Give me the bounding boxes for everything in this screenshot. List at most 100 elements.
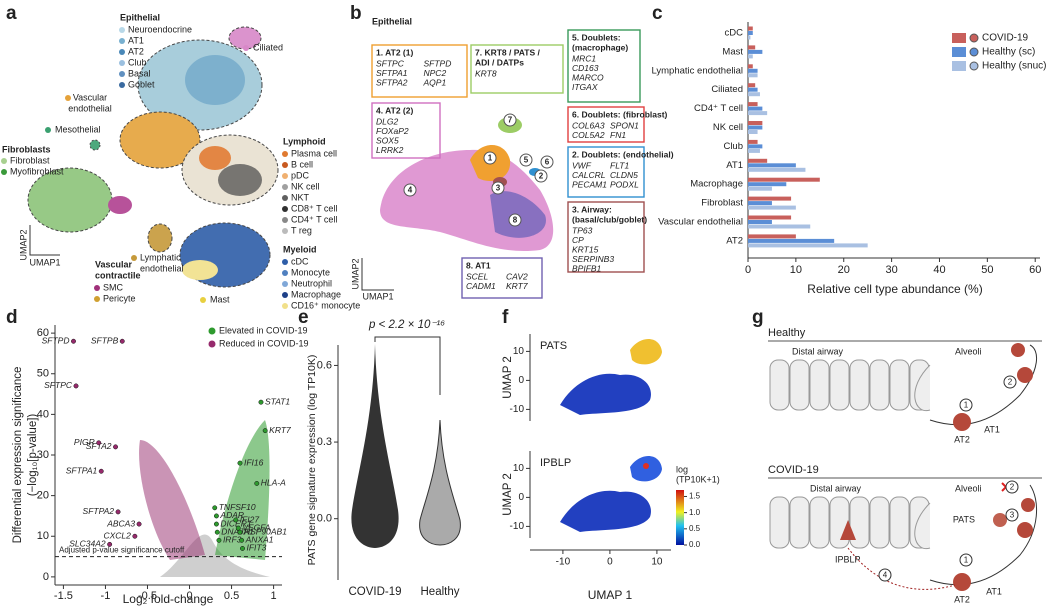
legend-dot	[282, 228, 288, 234]
box-title: 1. AT2 (1)	[376, 47, 413, 57]
gene-box	[567, 146, 645, 198]
legend-dot	[94, 285, 100, 291]
x-tick-label: -10	[556, 557, 571, 568]
legend-dot	[282, 292, 288, 298]
gene: ITGAX	[572, 82, 598, 92]
gene-label: HSP90AB1	[244, 526, 287, 536]
bar	[748, 26, 753, 31]
y-tick-label: 0	[518, 375, 524, 386]
bar	[748, 205, 796, 210]
at2-cell	[1017, 367, 1033, 383]
gene-point	[240, 545, 245, 551]
cluster-number: 5	[524, 156, 529, 165]
cell-type: AT1	[128, 35, 144, 45]
epithelial-cell	[849, 496, 870, 549]
gene-label: STAT1	[265, 396, 290, 406]
cluster-number: 7	[508, 116, 513, 125]
bar	[748, 121, 763, 125]
box-title: 3. Airway:	[572, 204, 612, 214]
umap-b	[380, 117, 554, 251]
legend-dot	[282, 217, 288, 223]
gene-point	[239, 537, 245, 543]
cluster-badge	[508, 213, 522, 227]
violin	[419, 419, 461, 546]
gene-point	[132, 533, 138, 539]
x-tick-label: 40	[933, 264, 945, 276]
cluster-number: 3	[496, 184, 501, 193]
violin	[351, 344, 399, 548]
bar	[748, 182, 787, 187]
box-title: (macrophage)	[572, 42, 628, 52]
gene: FOXaP2	[376, 126, 409, 136]
gene-point	[233, 517, 239, 523]
cluster-number: 8	[513, 216, 518, 225]
bar	[748, 111, 768, 116]
step-badge	[878, 568, 892, 582]
gene: CAV2	[506, 271, 528, 281]
legend-swatch	[969, 47, 979, 57]
bracket	[374, 336, 441, 395]
gene-box	[470, 44, 564, 94]
gene-point	[254, 480, 260, 486]
cell-type: SMC	[103, 282, 124, 292]
legend-dot	[282, 303, 288, 309]
category-label: Club	[723, 141, 743, 152]
x-tick-label: 10	[790, 264, 802, 276]
gene-point	[98, 468, 104, 474]
gene: SOX5	[376, 135, 399, 145]
x-tick-label: 0.5	[224, 590, 239, 602]
colorbar-tick-label: 1.5	[689, 492, 701, 501]
group-title: contractile	[95, 270, 141, 280]
gene-label: HLA-A	[261, 478, 286, 488]
legend-dot	[282, 151, 288, 157]
bar	[748, 64, 753, 69]
x-tick-label: 20	[838, 264, 850, 276]
cluster-number: 1	[488, 154, 493, 163]
p-value: p < 2.2 × 10⁻¹⁶	[368, 319, 445, 331]
gene: SPON1	[610, 120, 639, 130]
y-tick-label: 40	[37, 408, 49, 420]
legend-dot	[200, 297, 206, 303]
cell-type: cDC	[291, 256, 309, 266]
epithelial-cell	[889, 359, 910, 411]
category-label: Macrophage	[690, 179, 743, 190]
gene-point	[71, 338, 76, 344]
bar	[748, 125, 763, 130]
legend-dot	[119, 60, 125, 66]
gene: SFTPA1	[376, 68, 408, 78]
step-number: 4	[883, 571, 888, 580]
gene-point	[96, 440, 102, 446]
bar	[748, 106, 763, 111]
gene-label: PIGR	[74, 437, 95, 447]
cluster	[218, 164, 262, 196]
gene: MRC1	[572, 53, 596, 63]
legend-dot	[282, 173, 288, 179]
gene-point	[115, 509, 121, 515]
cell-type: Vascular	[73, 92, 107, 102]
box-title: 8. AT1	[466, 260, 491, 270]
category-label: AT2	[726, 235, 743, 246]
legend-label: Healthy (snuc)	[982, 61, 1046, 72]
diagram	[768, 340, 1042, 591]
point-cloud	[160, 534, 270, 577]
y-tick-label: 0.3	[317, 436, 332, 448]
panel-letter: c	[652, 3, 663, 24]
bar	[748, 31, 753, 35]
gene-point	[237, 529, 243, 535]
at2-cell	[1011, 343, 1025, 357]
gene: BPIFB1	[572, 263, 602, 273]
umap-axes	[29, 225, 60, 256]
y-axis-label: PATS gene signature expression (log TP10…	[306, 355, 318, 566]
umap-cloud	[560, 490, 651, 532]
gene-label: SFTPB	[91, 336, 119, 346]
gene-box	[371, 44, 468, 98]
gene-label: SFTPD	[42, 336, 70, 346]
axis-label: UMAP1	[29, 257, 60, 267]
section-title: Healthy	[768, 327, 806, 339]
bar	[748, 201, 772, 206]
gene-label: SFTPC	[44, 380, 73, 390]
cell-type: Monocyte	[291, 267, 330, 277]
x-tick-label: 60	[1029, 264, 1041, 276]
axis-label: UMAP2	[350, 258, 360, 289]
cell-type: Pericyte	[103, 293, 136, 303]
